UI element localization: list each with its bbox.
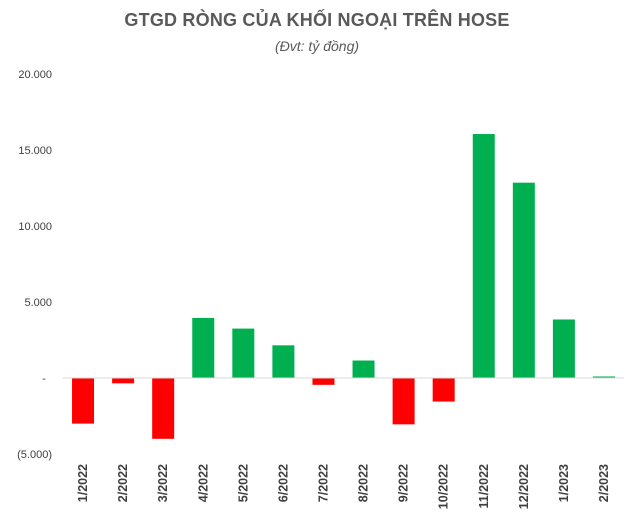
bar-7-2022 [312, 378, 335, 385]
bar-2-2022 [112, 378, 135, 384]
chart-subtitle: (Đvt: tỷ đồng) [274, 38, 360, 54]
x-tick-label: 1/2023 [557, 464, 571, 502]
bar-5-2022 [232, 328, 255, 378]
x-tick-label: 9/2022 [397, 464, 411, 502]
bar-4-2022 [192, 317, 215, 378]
y-tick-label: 20.000 [18, 69, 52, 81]
y-tick-label: 5.000 [24, 297, 52, 309]
bar-1-2022 [72, 378, 95, 424]
x-tick-label: 5/2022 [236, 464, 250, 502]
y-tick-label: 10.000 [18, 221, 52, 233]
y-axis: 20.000 15.000 10.000 5.000 - (5.000) [17, 69, 52, 461]
x-tick-label: 7/2022 [316, 464, 330, 502]
bar-2-2023 [592, 376, 615, 378]
x-tick-label: 12/2022 [517, 464, 531, 509]
x-tick-label: 11/2022 [477, 464, 491, 509]
x-tick-label: 1/2022 [76, 464, 90, 502]
x-tick-label: 3/2022 [156, 464, 170, 502]
bar-12-2022 [512, 182, 535, 378]
y-tick-label: (5.000) [17, 449, 52, 461]
x-axis: 1/2022 2/2022 3/2022 4/2022 5/2022 6/2022 7/20… [76, 464, 611, 509]
x-tick-label: 4/2022 [196, 464, 210, 502]
bar-6-2022 [272, 345, 295, 378]
bar-11-2022 [472, 134, 495, 378]
bar-8-2022 [352, 360, 375, 378]
y-tick-label: 15.000 [18, 145, 52, 157]
bar-1-2023 [552, 319, 575, 378]
x-tick-label: 2/2023 [597, 464, 611, 502]
bar-10-2022 [432, 378, 455, 402]
x-tick-label: 10/2022 [437, 464, 451, 509]
x-tick-label: 6/2022 [276, 464, 290, 502]
bar-3-2022 [152, 378, 175, 439]
bars [72, 134, 615, 439]
chart-title: GTGD RÒNG CỦA KHỐI NGOẠI TRÊN HOSE [124, 10, 510, 30]
bar-9-2022 [392, 378, 415, 425]
x-tick-label: 2/2022 [116, 464, 130, 502]
x-tick-label: 8/2022 [357, 464, 371, 502]
y-tick-label: - [42, 373, 46, 385]
